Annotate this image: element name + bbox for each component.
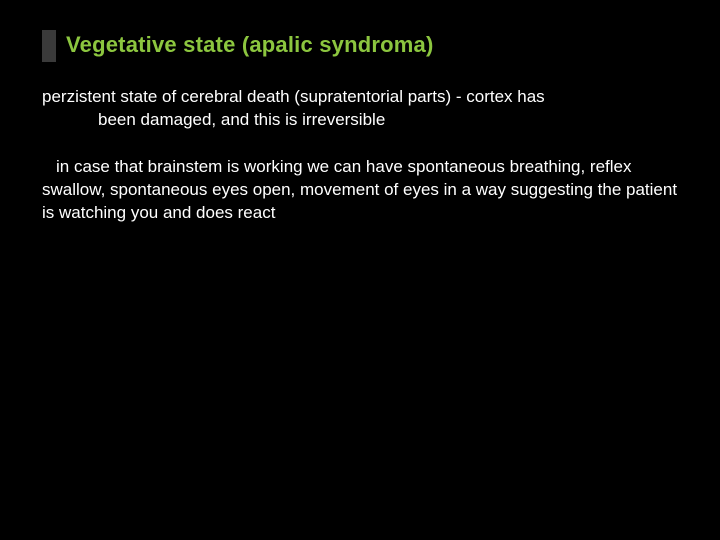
paragraph-2: in case that brainstem is working we can… bbox=[42, 156, 678, 225]
slide: Vegetative state (apalic syndroma) perzi… bbox=[0, 0, 720, 540]
paragraph-1-line-1: perzistent state of cerebral death (supr… bbox=[42, 87, 545, 106]
slide-title: Vegetative state (apalic syndroma) bbox=[66, 32, 434, 58]
paragraph-1: perzistent state of cerebral death (supr… bbox=[42, 86, 678, 132]
title-accent-bar bbox=[42, 30, 56, 62]
paragraph-1-line-2: been damaged, and this is irreversible bbox=[42, 109, 678, 132]
